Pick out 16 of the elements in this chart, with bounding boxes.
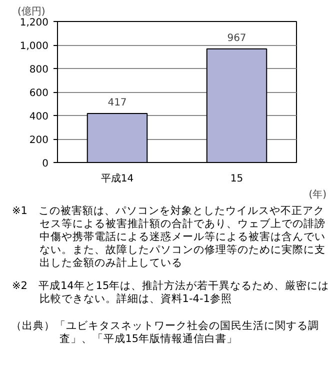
x-tick-label: 平成14 (100, 172, 134, 184)
y-tick-label: 800 (29, 64, 49, 76)
x-axis-title: (年) (308, 188, 327, 200)
y-tick-label: 400 (29, 112, 49, 122)
y-axis-title: (億円) (18, 6, 46, 18)
y-tick-label: 0 (42, 158, 49, 170)
x-tick-label: 15 (230, 174, 244, 184)
text: ※1 この被害額は、パソコンを対象としたウイルスや不正アクセス等による被害推計額の合計であり、ウェブ上での誹謗中傷や携帯電話による迷惑メール等による被害は含んでいない。また、故障したパソコンの修理等のために実際に支出した金額のみ計上している (12, 205, 326, 270)
y-tick-label: 200 (29, 135, 49, 146)
y-tick-label: 1,200 (20, 18, 49, 28)
y-tick-label: 600 (29, 88, 49, 99)
data-label: 417 (108, 98, 127, 109)
data-label: 967 (227, 32, 246, 44)
text: ※2 平成14年と15年は、推計方法が若干異なるため、厳密には比較できない。詳細は、資料1-4-1参照 (12, 280, 330, 306)
text: （出典）「ユビキタスネットワーク社会の国民生活に関する調査」、「平成15年版情報通信白書」 (10, 320, 320, 346)
y-tick-label: 1,000 (20, 41, 49, 52)
